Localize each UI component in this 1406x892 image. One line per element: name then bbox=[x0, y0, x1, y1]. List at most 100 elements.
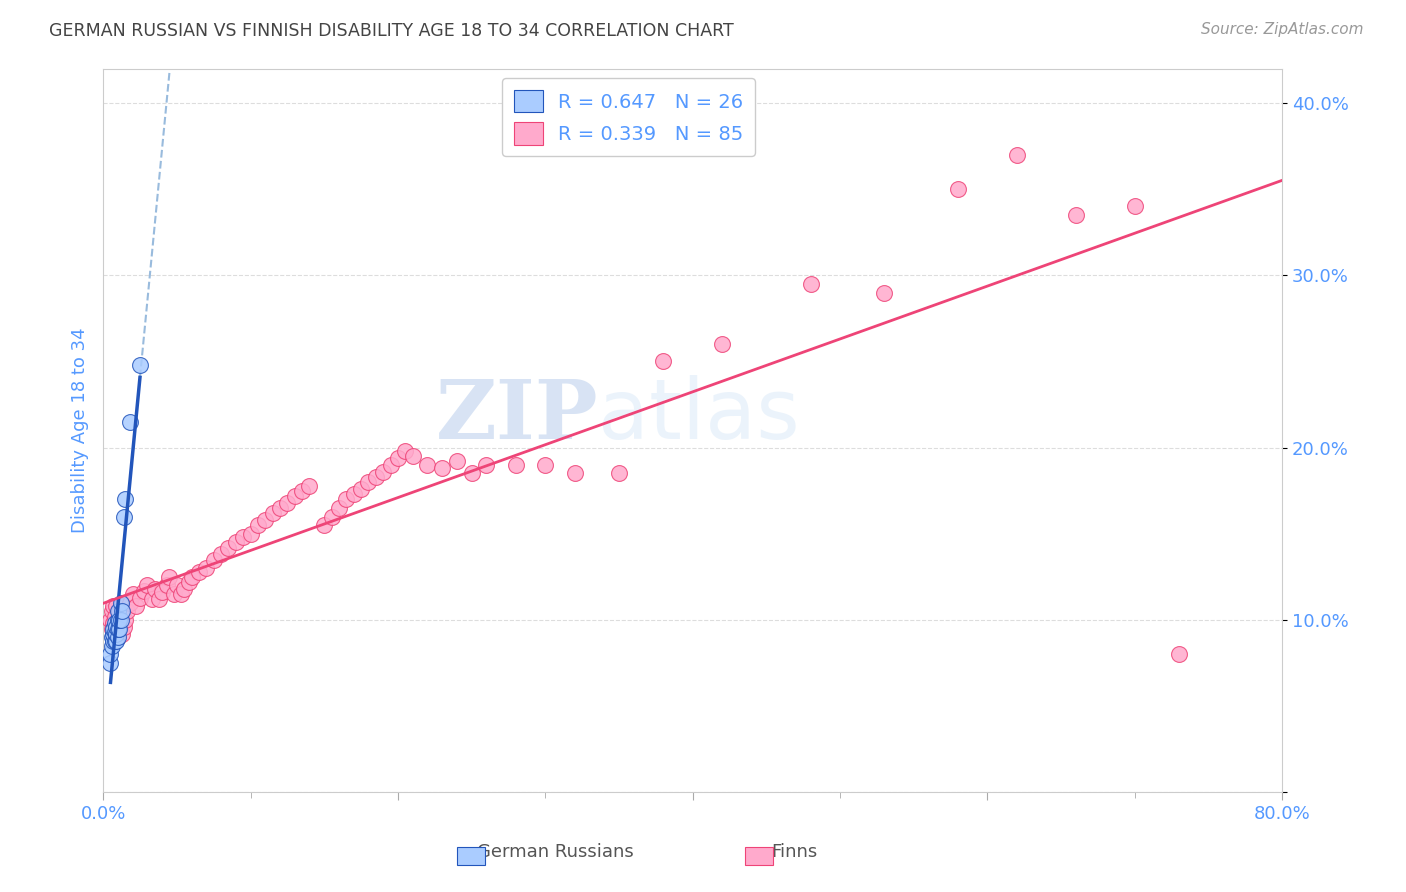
Point bbox=[107, 613, 129, 627]
Point bbox=[143, 582, 166, 596]
Point bbox=[291, 483, 314, 498]
Point bbox=[380, 458, 402, 472]
Point bbox=[103, 622, 125, 636]
Point bbox=[262, 506, 284, 520]
Legend: R = 0.647   N = 26, R = 0.339   N = 85: R = 0.647 N = 26, R = 0.339 N = 85 bbox=[502, 78, 755, 156]
Point bbox=[239, 526, 262, 541]
Point bbox=[254, 513, 277, 527]
Point bbox=[107, 630, 129, 644]
Text: German Russians: German Russians bbox=[477, 843, 634, 861]
Point bbox=[1123, 199, 1146, 213]
Point bbox=[232, 530, 254, 544]
Point bbox=[873, 285, 896, 300]
Point bbox=[100, 648, 122, 662]
Point bbox=[136, 578, 159, 592]
Point bbox=[1005, 147, 1028, 161]
Point bbox=[118, 596, 141, 610]
Point bbox=[350, 482, 373, 496]
Point bbox=[155, 578, 177, 592]
Point bbox=[107, 630, 129, 644]
Text: atlas: atlas bbox=[599, 376, 800, 457]
Point bbox=[159, 570, 181, 584]
Point bbox=[103, 599, 125, 614]
Point bbox=[105, 620, 128, 634]
Point bbox=[105, 626, 128, 640]
Point bbox=[104, 616, 127, 631]
Point bbox=[217, 541, 239, 555]
Point bbox=[108, 622, 131, 636]
Point bbox=[401, 449, 423, 463]
Point bbox=[105, 599, 128, 614]
Point bbox=[107, 613, 129, 627]
Point bbox=[166, 578, 188, 592]
Point bbox=[100, 613, 122, 627]
Point bbox=[103, 616, 125, 631]
Point bbox=[111, 609, 134, 624]
Point bbox=[101, 630, 124, 644]
Point bbox=[105, 620, 128, 634]
Point bbox=[110, 596, 132, 610]
Point bbox=[298, 478, 321, 492]
Point bbox=[107, 622, 129, 636]
Point bbox=[101, 622, 124, 636]
Point bbox=[416, 458, 439, 472]
Point bbox=[141, 592, 163, 607]
Point bbox=[373, 465, 395, 479]
Point bbox=[108, 622, 131, 636]
Point bbox=[505, 458, 527, 472]
Point bbox=[430, 461, 453, 475]
Point bbox=[108, 604, 131, 618]
Point bbox=[269, 500, 291, 515]
Point bbox=[105, 633, 128, 648]
Point bbox=[209, 548, 232, 562]
Point bbox=[475, 458, 498, 472]
Point bbox=[110, 599, 132, 614]
Point bbox=[114, 492, 136, 507]
Point bbox=[460, 467, 482, 481]
Point bbox=[246, 518, 269, 533]
Point bbox=[104, 609, 127, 624]
Point bbox=[946, 182, 969, 196]
Point bbox=[104, 633, 127, 648]
Point bbox=[652, 354, 675, 368]
Point bbox=[387, 450, 409, 465]
Point bbox=[114, 613, 136, 627]
Point bbox=[1168, 648, 1191, 662]
Point bbox=[124, 599, 146, 614]
Point bbox=[150, 585, 173, 599]
Point bbox=[321, 509, 343, 524]
Point bbox=[173, 582, 195, 596]
Point bbox=[711, 337, 734, 351]
Point bbox=[110, 613, 132, 627]
Point bbox=[108, 613, 131, 627]
Point bbox=[284, 489, 307, 503]
Point bbox=[115, 604, 138, 618]
Point bbox=[225, 535, 247, 549]
Point bbox=[111, 626, 134, 640]
Point bbox=[800, 277, 823, 291]
Point bbox=[104, 625, 127, 640]
Point bbox=[195, 561, 218, 575]
Point bbox=[148, 592, 170, 607]
Text: Source: ZipAtlas.com: Source: ZipAtlas.com bbox=[1201, 22, 1364, 37]
Point bbox=[118, 415, 141, 429]
Point bbox=[343, 487, 366, 501]
Point bbox=[170, 587, 193, 601]
Text: GERMAN RUSSIAN VS FINNISH DISABILITY AGE 18 TO 34 CORRELATION CHART: GERMAN RUSSIAN VS FINNISH DISABILITY AGE… bbox=[49, 22, 734, 40]
Point bbox=[1064, 208, 1087, 222]
Point bbox=[129, 358, 152, 372]
Text: ZIP: ZIP bbox=[436, 376, 599, 456]
Point bbox=[112, 509, 135, 524]
Point bbox=[103, 626, 125, 640]
Point bbox=[180, 570, 202, 584]
Point bbox=[564, 467, 586, 481]
Point bbox=[394, 444, 416, 458]
Point bbox=[364, 470, 387, 484]
Text: Finns: Finns bbox=[772, 843, 817, 861]
Point bbox=[335, 492, 357, 507]
Point bbox=[328, 500, 350, 515]
Point bbox=[104, 626, 127, 640]
Point bbox=[187, 565, 209, 579]
Point bbox=[534, 458, 557, 472]
Point bbox=[276, 496, 298, 510]
